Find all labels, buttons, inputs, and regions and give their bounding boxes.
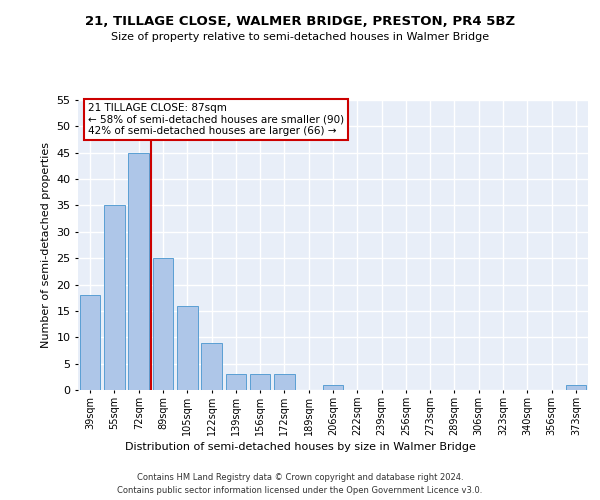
- Bar: [226, 374, 246, 390]
- Bar: [323, 384, 343, 390]
- Y-axis label: Number of semi-detached properties: Number of semi-detached properties: [41, 142, 50, 348]
- Bar: [152, 258, 173, 390]
- Bar: [566, 384, 586, 390]
- Text: 21 TILLAGE CLOSE: 87sqm
← 58% of semi-detached houses are smaller (90)
42% of se: 21 TILLAGE CLOSE: 87sqm ← 58% of semi-de…: [88, 103, 344, 136]
- Text: Size of property relative to semi-detached houses in Walmer Bridge: Size of property relative to semi-detach…: [111, 32, 489, 42]
- Bar: [274, 374, 295, 390]
- Bar: [80, 295, 100, 390]
- Bar: [128, 152, 149, 390]
- Bar: [104, 206, 125, 390]
- Text: 21, TILLAGE CLOSE, WALMER BRIDGE, PRESTON, PR4 5BZ: 21, TILLAGE CLOSE, WALMER BRIDGE, PRESTO…: [85, 15, 515, 28]
- Text: Distribution of semi-detached houses by size in Walmer Bridge: Distribution of semi-detached houses by …: [125, 442, 475, 452]
- Text: Contains HM Land Registry data © Crown copyright and database right 2024.
Contai: Contains HM Land Registry data © Crown c…: [118, 474, 482, 495]
- Bar: [201, 342, 222, 390]
- Bar: [177, 306, 197, 390]
- Bar: [250, 374, 271, 390]
